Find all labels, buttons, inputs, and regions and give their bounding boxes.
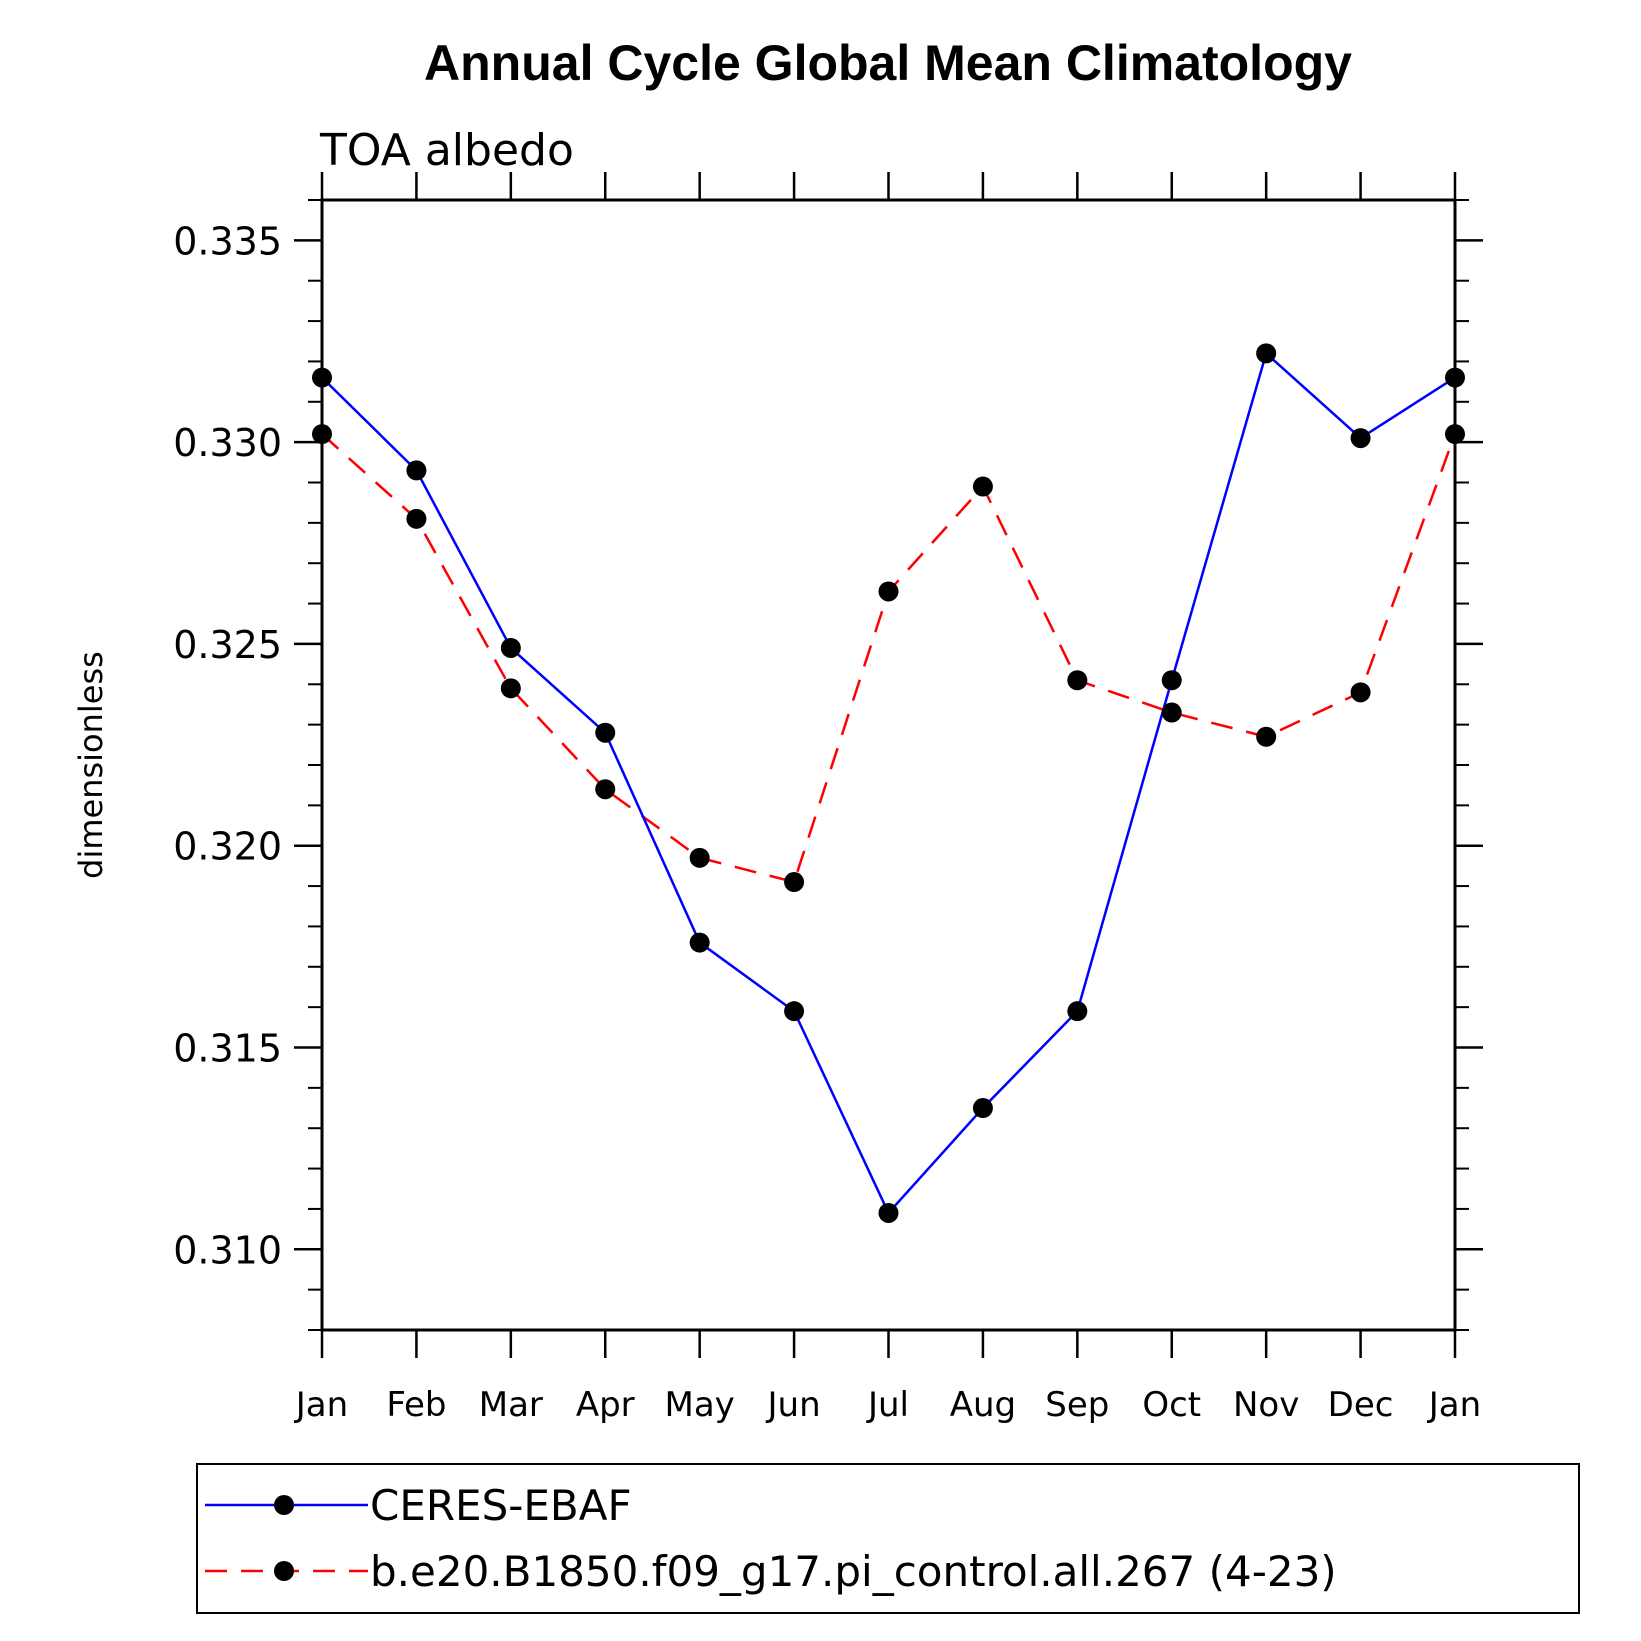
series-line-model xyxy=(321,433,1457,884)
axis-ticks xyxy=(294,172,1483,1358)
data-point-model xyxy=(1445,424,1465,445)
series-lines xyxy=(321,351,1457,1216)
y-tick-label: 0.335 xyxy=(173,219,282,263)
x-tick-label: Oct xyxy=(1142,1385,1201,1425)
data-point-ceres-ebaf xyxy=(972,1098,993,1119)
x-tick-label: Mar xyxy=(479,1385,543,1425)
x-tick-label: Jun xyxy=(766,1385,821,1425)
data-point-model xyxy=(312,424,332,445)
legend-label-ceres-ebaf: CERES-EBAF xyxy=(370,1481,632,1530)
data-point-ceres-ebaf xyxy=(1256,343,1277,364)
data-point-ceres-ebaf xyxy=(595,722,616,743)
data-point-model xyxy=(1256,726,1277,747)
data-point-model xyxy=(595,779,616,800)
x-tick-label: Jul xyxy=(866,1385,909,1425)
x-tick-label: Dec xyxy=(1328,1385,1394,1425)
x-tick-label: Jan xyxy=(294,1385,348,1425)
data-point-ceres-ebaf xyxy=(500,637,521,658)
x-tick-label: Nov xyxy=(1233,1385,1299,1425)
x-tick-label: Apr xyxy=(576,1385,635,1425)
chart-subtitle: TOA albedo xyxy=(319,125,574,176)
data-point-model xyxy=(878,581,899,602)
y-tick-labels: 0.310 0.315 0.320 0.325 0.330 0.335 xyxy=(173,219,282,1272)
data-point-model xyxy=(689,847,710,868)
data-point-model xyxy=(972,476,993,497)
data-point-ceres-ebaf xyxy=(784,1001,805,1022)
legend: CERES-EBAF b.e20.B1850.f09_g17.pi_contro… xyxy=(196,1463,1580,1614)
data-point-ceres-ebaf xyxy=(1350,428,1371,449)
y-tick-label: 0.315 xyxy=(173,1027,282,1071)
data-point-ceres-ebaf xyxy=(1067,1001,1088,1022)
data-point-model xyxy=(1067,670,1088,691)
y-tick-label: 0.320 xyxy=(173,825,282,869)
series-line-ceres-ebaf xyxy=(321,351,1456,1216)
data-point-ceres-ebaf xyxy=(406,460,427,481)
data-point-ceres-ebaf xyxy=(878,1202,899,1223)
data-point-ceres-ebaf xyxy=(689,932,710,953)
data-point-ceres-ebaf xyxy=(1161,670,1182,691)
x-tick-label: May xyxy=(665,1385,735,1425)
legend-marker-ceres-ebaf xyxy=(274,1495,294,1515)
data-point-model xyxy=(1161,702,1182,723)
x-tick-label: Jan xyxy=(1427,1385,1481,1425)
y-tick-label: 0.325 xyxy=(173,623,282,667)
series-markers xyxy=(312,343,1465,1223)
x-tick-label: Feb xyxy=(386,1385,446,1425)
x-tick-label: Aug xyxy=(950,1385,1016,1425)
chart-title: Annual Cycle Global Mean Climatology xyxy=(424,35,1352,91)
data-point-model xyxy=(406,508,427,529)
y-tick-label: 0.330 xyxy=(173,421,282,465)
legend-label-model: b.e20.B1850.f09_g17.pi_control.all.267 (… xyxy=(370,1547,1337,1596)
y-axis-label: dimensionless xyxy=(72,651,110,879)
legend-marker-model xyxy=(274,1561,294,1581)
x-tick-labels: Jan Feb Mar Apr May Jun Jul Aug Sep Oct Nov Dec Jan xyxy=(294,1385,1481,1425)
data-point-ceres-ebaf xyxy=(312,367,332,388)
data-point-ceres-ebaf xyxy=(1445,367,1465,388)
x-tick-label: Sep xyxy=(1045,1385,1109,1425)
data-point-model xyxy=(1350,682,1371,703)
data-point-model xyxy=(500,678,521,699)
data-point-model xyxy=(784,872,805,893)
y-tick-label: 0.310 xyxy=(173,1228,282,1272)
legend-box xyxy=(196,1463,1580,1614)
